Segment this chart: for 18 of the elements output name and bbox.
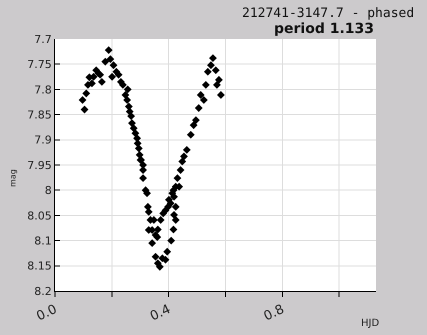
y-tick-label: 7.9 xyxy=(34,134,52,147)
x-tick-label: 0.8 xyxy=(262,302,287,324)
y-tick-label: 8.2 xyxy=(34,284,52,298)
y-tick-label: 7.75 xyxy=(27,58,52,72)
y-tick-label: 7.7 xyxy=(34,32,52,46)
y-tick-label: 8.1 xyxy=(34,234,52,248)
chart-title: 212741-3147.7 - phased xyxy=(242,6,414,21)
chart-subtitle: period 1.133 xyxy=(274,21,374,37)
x-axis-title: HJD xyxy=(361,318,380,329)
y-tick-label: 7.8 xyxy=(34,83,52,96)
x-tick-label: 0.0 xyxy=(34,302,60,324)
y-tick-label: 8.05 xyxy=(27,209,52,222)
y-tick-label: 8.15 xyxy=(27,260,52,273)
y-tick-label: 8 xyxy=(44,184,52,198)
y-tick-label: 7.95 xyxy=(27,158,52,172)
x-tick-label: 0.4 xyxy=(148,302,174,324)
y-tick-label: 7.85 xyxy=(27,108,52,122)
y-axis-title: mag xyxy=(8,169,18,187)
